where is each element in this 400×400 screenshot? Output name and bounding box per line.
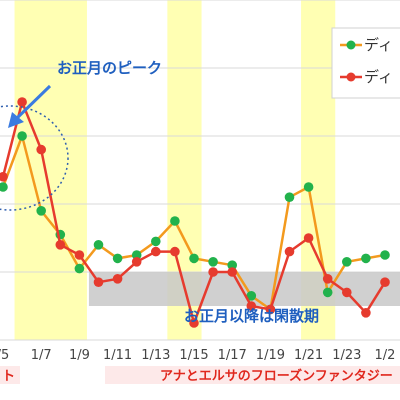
series-1-point <box>380 250 390 260</box>
x-tick-label: 1/19 <box>256 348 285 363</box>
series-2-point <box>322 274 333 284</box>
series-1-point <box>342 257 352 267</box>
series-2-point <box>151 246 161 257</box>
x-tick-label: 1/23 <box>332 348 361 363</box>
event-label-right: アナとエルサのフローズンファンタジー <box>160 368 393 384</box>
series-1-point <box>284 192 295 202</box>
series-1-point <box>93 240 104 250</box>
peak-annotation: お正月のピーク <box>57 59 162 77</box>
series-1-point <box>74 263 85 274</box>
series-1-point <box>227 260 237 271</box>
series-1-point <box>151 236 161 247</box>
series-2-point <box>74 250 85 260</box>
event-label-left: ト <box>2 369 15 384</box>
legend-marker-series-2 <box>346 72 356 82</box>
series-1-point <box>170 216 180 226</box>
series-2-point <box>361 308 371 318</box>
series-1-point <box>303 182 314 192</box>
x-tick-label: 1/13 <box>141 348 170 363</box>
series-1-point <box>246 291 257 301</box>
x-tick-label: /5 <box>0 348 9 363</box>
peak-arrowhead <box>8 112 24 128</box>
series-1-point <box>17 131 27 141</box>
series-2-point <box>17 97 27 107</box>
x-tick-label: 1/21 <box>294 348 323 363</box>
series-2-point <box>246 301 257 311</box>
series-group <box>0 97 390 328</box>
event-band-left <box>0 366 20 384</box>
event-band-right <box>105 366 400 384</box>
x-tick-label: 1/15 <box>179 348 208 363</box>
series-1-point <box>361 253 371 264</box>
series-2-point <box>93 277 104 288</box>
x-tick-label: 1/11 <box>103 348 132 363</box>
series-2-point <box>303 233 314 243</box>
legend-label-series-2: ディ <box>364 68 393 86</box>
highlight-band <box>14 0 87 340</box>
series-2-point <box>208 267 218 277</box>
series-2-point <box>112 274 123 284</box>
series-2-point <box>55 240 66 250</box>
series-1-point <box>131 250 142 260</box>
legend-marker-series-1 <box>346 40 356 50</box>
series-2-point <box>227 267 237 277</box>
series-2-point <box>342 287 352 298</box>
series-1-point <box>36 206 46 216</box>
series-2-point <box>265 304 276 315</box>
peak-ellipse <box>0 105 69 211</box>
peak-arrow <box>13 84 52 122</box>
x-axis-ticks: /5 1/7 1/9 1/11 1/13 1/15 1/17 1/19 1/21 1/23 1/2 <box>0 348 395 363</box>
legend: ディ ディ <box>331 27 400 99</box>
x-tick-label: 1/7 <box>31 348 52 363</box>
series-2-point <box>131 257 142 267</box>
series-2-point <box>170 246 180 257</box>
series-1-point <box>208 257 218 267</box>
offseason-annotation: お正月以降は閑散期 <box>184 307 319 325</box>
series-2-point <box>380 277 390 288</box>
series-1-point <box>189 253 199 264</box>
series-1-point <box>322 287 333 298</box>
x-tick-label: 1/17 <box>218 348 247 363</box>
series-2-point <box>36 144 46 155</box>
series-1-point <box>112 253 123 264</box>
series-1-point <box>0 182 8 192</box>
legend-label-series-1: ディ <box>364 36 393 54</box>
series-2-point <box>0 172 8 182</box>
series-2-point <box>189 318 199 328</box>
legend-box <box>331 27 400 99</box>
x-tick-label: 1/9 <box>69 348 90 363</box>
series-2-point <box>284 246 295 257</box>
x-tick-label: 1/2 <box>375 348 396 363</box>
